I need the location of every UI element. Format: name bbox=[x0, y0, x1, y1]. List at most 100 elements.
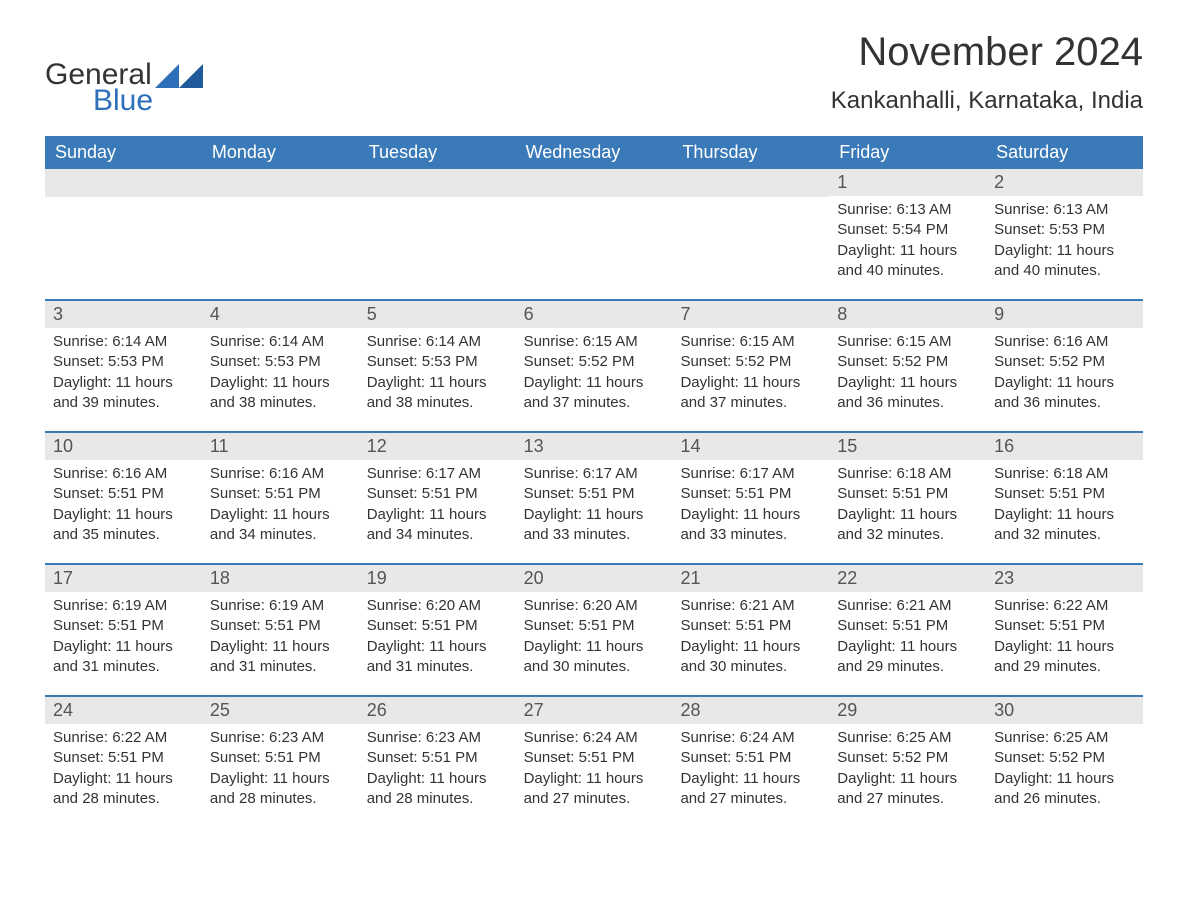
header: General Blue November 2024 Kankanhalli, … bbox=[45, 30, 1143, 116]
sunrise-text: Sunrise: 6:21 AM bbox=[837, 596, 978, 616]
day-content: Sunrise: 6:22 AMSunset: 5:51 PMDaylight:… bbox=[45, 724, 202, 817]
daylight-text-2: and 37 minutes. bbox=[680, 393, 821, 413]
weekday-tuesday: Tuesday bbox=[359, 136, 516, 169]
day-number: 11 bbox=[202, 433, 359, 460]
day-number: 20 bbox=[516, 565, 673, 592]
day-content: Sunrise: 6:25 AMSunset: 5:52 PMDaylight:… bbox=[986, 724, 1143, 817]
sunset-text: Sunset: 5:52 PM bbox=[680, 352, 821, 372]
sunset-text: Sunset: 5:52 PM bbox=[994, 352, 1135, 372]
sunset-text: Sunset: 5:51 PM bbox=[210, 616, 351, 636]
sunset-text: Sunset: 5:53 PM bbox=[53, 352, 194, 372]
day-number: 30 bbox=[986, 697, 1143, 724]
sunset-text: Sunset: 5:52 PM bbox=[994, 748, 1135, 768]
weekday-thursday: Thursday bbox=[672, 136, 829, 169]
daylight-text-2: and 27 minutes. bbox=[837, 789, 978, 809]
location-text: Kankanhalli, Karnataka, India bbox=[831, 87, 1143, 115]
day-cell bbox=[359, 169, 516, 299]
day-content: Sunrise: 6:16 AMSunset: 5:52 PMDaylight:… bbox=[986, 328, 1143, 421]
day-cell: 16Sunrise: 6:18 AMSunset: 5:51 PMDayligh… bbox=[986, 433, 1143, 563]
day-cell bbox=[202, 169, 359, 299]
sunrise-text: Sunrise: 6:22 AM bbox=[53, 728, 194, 748]
sunset-text: Sunset: 5:51 PM bbox=[837, 484, 978, 504]
day-number: 24 bbox=[45, 697, 202, 724]
day-content: Sunrise: 6:17 AMSunset: 5:51 PMDaylight:… bbox=[672, 460, 829, 553]
weekday-friday: Friday bbox=[829, 136, 986, 169]
day-number: 15 bbox=[829, 433, 986, 460]
day-cell: 27Sunrise: 6:24 AMSunset: 5:51 PMDayligh… bbox=[516, 697, 673, 827]
day-cell: 3Sunrise: 6:14 AMSunset: 5:53 PMDaylight… bbox=[45, 301, 202, 431]
day-cell bbox=[672, 169, 829, 299]
day-number: 4 bbox=[202, 301, 359, 328]
sunrise-text: Sunrise: 6:17 AM bbox=[367, 464, 508, 484]
day-content: Sunrise: 6:16 AMSunset: 5:51 PMDaylight:… bbox=[45, 460, 202, 553]
calendar: Sunday Monday Tuesday Wednesday Thursday… bbox=[45, 136, 1143, 827]
day-cell: 26Sunrise: 6:23 AMSunset: 5:51 PMDayligh… bbox=[359, 697, 516, 827]
sunset-text: Sunset: 5:51 PM bbox=[53, 616, 194, 636]
sunrise-text: Sunrise: 6:14 AM bbox=[210, 332, 351, 352]
daylight-text-1: Daylight: 11 hours bbox=[837, 637, 978, 657]
day-number: 17 bbox=[45, 565, 202, 592]
empty-day-bar bbox=[359, 169, 516, 197]
sunset-text: Sunset: 5:51 PM bbox=[680, 484, 821, 504]
day-cell: 25Sunrise: 6:23 AMSunset: 5:51 PMDayligh… bbox=[202, 697, 359, 827]
day-cell: 13Sunrise: 6:17 AMSunset: 5:51 PMDayligh… bbox=[516, 433, 673, 563]
sunrise-text: Sunrise: 6:23 AM bbox=[210, 728, 351, 748]
day-cell: 20Sunrise: 6:20 AMSunset: 5:51 PMDayligh… bbox=[516, 565, 673, 695]
day-cell: 21Sunrise: 6:21 AMSunset: 5:51 PMDayligh… bbox=[672, 565, 829, 695]
logo: General Blue bbox=[45, 60, 203, 116]
daylight-text-1: Daylight: 11 hours bbox=[210, 637, 351, 657]
sunset-text: Sunset: 5:51 PM bbox=[367, 748, 508, 768]
title-block: November 2024 Kankanhalli, Karnataka, In… bbox=[831, 30, 1143, 115]
day-number: 1 bbox=[829, 169, 986, 196]
day-cell: 19Sunrise: 6:20 AMSunset: 5:51 PMDayligh… bbox=[359, 565, 516, 695]
daylight-text-2: and 40 minutes. bbox=[837, 261, 978, 281]
day-cell: 29Sunrise: 6:25 AMSunset: 5:52 PMDayligh… bbox=[829, 697, 986, 827]
week-row: 17Sunrise: 6:19 AMSunset: 5:51 PMDayligh… bbox=[45, 563, 1143, 695]
empty-day-bar bbox=[45, 169, 202, 197]
day-content: Sunrise: 6:19 AMSunset: 5:51 PMDaylight:… bbox=[202, 592, 359, 685]
sunset-text: Sunset: 5:53 PM bbox=[210, 352, 351, 372]
sunset-text: Sunset: 5:53 PM bbox=[994, 220, 1135, 240]
sunrise-text: Sunrise: 6:25 AM bbox=[994, 728, 1135, 748]
daylight-text-1: Daylight: 11 hours bbox=[524, 769, 665, 789]
empty-day-bar bbox=[672, 169, 829, 197]
day-number: 25 bbox=[202, 697, 359, 724]
sunrise-text: Sunrise: 6:24 AM bbox=[680, 728, 821, 748]
sunset-text: Sunset: 5:51 PM bbox=[210, 748, 351, 768]
daylight-text-2: and 40 minutes. bbox=[994, 261, 1135, 281]
sunset-text: Sunset: 5:52 PM bbox=[837, 352, 978, 372]
daylight-text-1: Daylight: 11 hours bbox=[994, 241, 1135, 261]
day-number: 26 bbox=[359, 697, 516, 724]
daylight-text-2: and 27 minutes. bbox=[524, 789, 665, 809]
daylight-text-2: and 34 minutes. bbox=[210, 525, 351, 545]
sunrise-text: Sunrise: 6:19 AM bbox=[210, 596, 351, 616]
day-cell: 28Sunrise: 6:24 AMSunset: 5:51 PMDayligh… bbox=[672, 697, 829, 827]
daylight-text-1: Daylight: 11 hours bbox=[53, 769, 194, 789]
day-number: 13 bbox=[516, 433, 673, 460]
sunrise-text: Sunrise: 6:15 AM bbox=[680, 332, 821, 352]
daylight-text-2: and 29 minutes. bbox=[994, 657, 1135, 677]
day-number: 9 bbox=[986, 301, 1143, 328]
day-number: 18 bbox=[202, 565, 359, 592]
sunrise-text: Sunrise: 6:16 AM bbox=[53, 464, 194, 484]
day-content: Sunrise: 6:13 AMSunset: 5:54 PMDaylight:… bbox=[829, 196, 986, 289]
daylight-text-1: Daylight: 11 hours bbox=[53, 637, 194, 657]
daylight-text-1: Daylight: 11 hours bbox=[524, 505, 665, 525]
daylight-text-2: and 30 minutes. bbox=[680, 657, 821, 677]
day-number: 19 bbox=[359, 565, 516, 592]
daylight-text-2: and 31 minutes. bbox=[367, 657, 508, 677]
day-number: 10 bbox=[45, 433, 202, 460]
sunrise-text: Sunrise: 6:14 AM bbox=[367, 332, 508, 352]
sunset-text: Sunset: 5:54 PM bbox=[837, 220, 978, 240]
day-content: Sunrise: 6:21 AMSunset: 5:51 PMDaylight:… bbox=[672, 592, 829, 685]
sunset-text: Sunset: 5:51 PM bbox=[680, 616, 821, 636]
sunrise-text: Sunrise: 6:14 AM bbox=[53, 332, 194, 352]
sunrise-text: Sunrise: 6:16 AM bbox=[994, 332, 1135, 352]
daylight-text-2: and 32 minutes. bbox=[837, 525, 978, 545]
day-content: Sunrise: 6:23 AMSunset: 5:51 PMDaylight:… bbox=[359, 724, 516, 817]
day-number: 22 bbox=[829, 565, 986, 592]
daylight-text-2: and 27 minutes. bbox=[680, 789, 821, 809]
sunset-text: Sunset: 5:51 PM bbox=[524, 484, 665, 504]
sunrise-text: Sunrise: 6:15 AM bbox=[524, 332, 665, 352]
week-row: 24Sunrise: 6:22 AMSunset: 5:51 PMDayligh… bbox=[45, 695, 1143, 827]
